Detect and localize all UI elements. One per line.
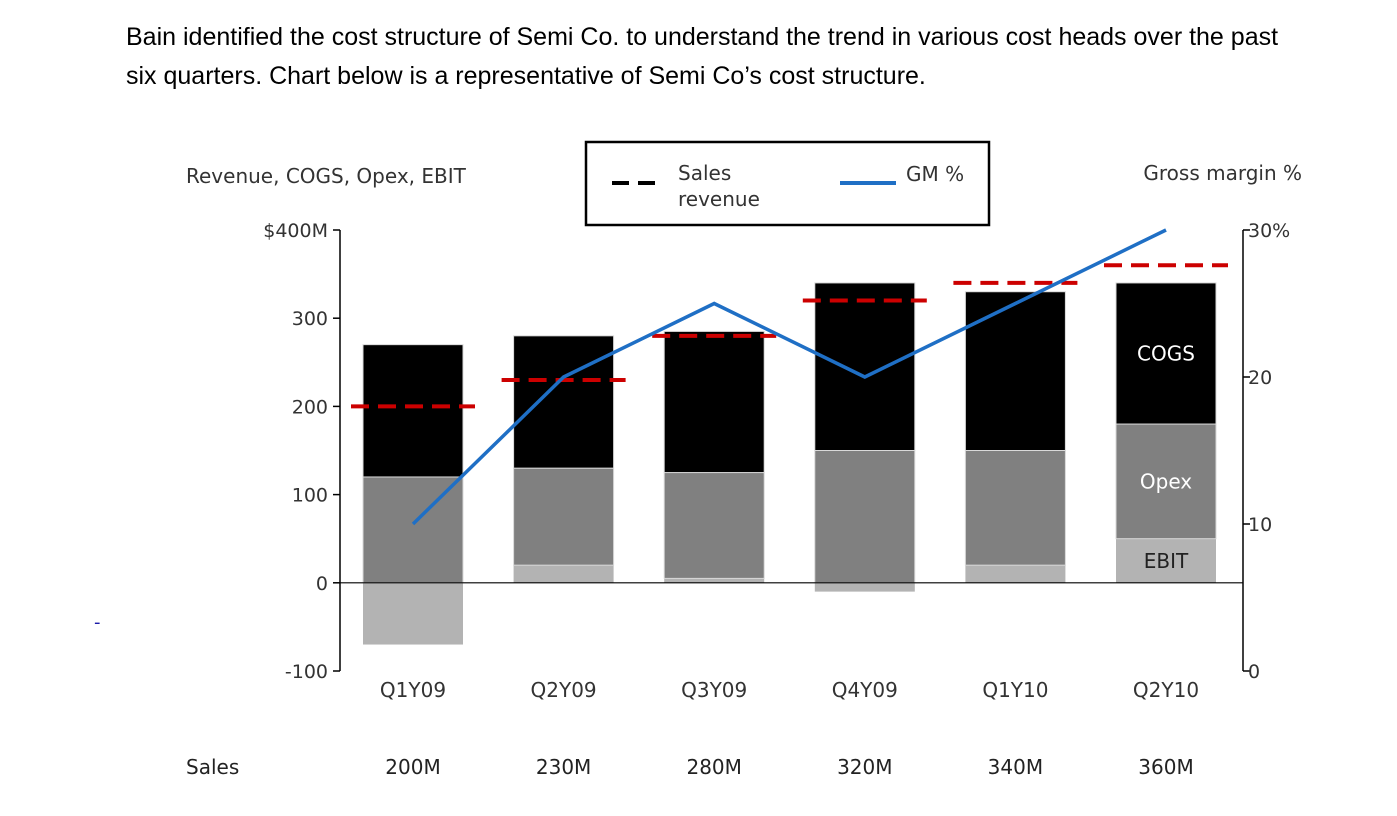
bar-cogs [513,335,615,469]
segment-label-opex: Opex [1140,469,1192,493]
bar-ebit [1116,538,1216,583]
bar-opex [362,476,464,584]
bar-opex [663,472,765,579]
bar-ebit [363,582,463,645]
left-tick-label: 300 [292,308,328,330]
sales-row-value: 320M [837,755,892,779]
right-tick-label: 30% [1248,220,1290,242]
sales-row-value: 360M [1138,755,1193,779]
bar-cogs [362,344,464,478]
category-label: Q1Y10 [982,678,1048,702]
right-tick-label: 10 [1248,514,1272,536]
intro-line-1: Bain identified the cost structure of Se… [126,23,1279,51]
legend-sales-revenue-label-1: Sales [678,161,731,185]
right-axis-title: Gross margin % [1143,161,1302,185]
stray-dash-mark: - [94,612,101,633]
intro-line-2: six quarters. Chart below is a represent… [126,62,926,90]
bar-opex [814,450,916,584]
bar-ebit [513,565,614,583]
bar-ebit [814,582,915,592]
sales-row-value: 230M [536,755,591,779]
category-label: Q1Y09 [380,678,446,702]
segment-label-cogs: COGS [1137,341,1195,365]
legend: Sales revenue GM % [584,140,991,227]
segment-label-ebit: EBIT [1144,549,1189,573]
legend-gm-label: GM % [906,162,964,186]
left-tick-label: $400M [263,220,328,242]
bar-ebit [664,578,765,583]
sales-row-value: 200M [385,755,440,779]
left-tick-label: 100 [292,485,328,507]
left-tick-label: -100 [285,661,328,683]
right-tick-label: 20 [1248,367,1272,389]
legend-sales-revenue-label-2: revenue [678,187,760,211]
sales-row-value: 340M [988,755,1043,779]
sales-row-label: Sales [186,755,239,779]
bar-cogs [663,330,765,474]
left-axis-title: Revenue, COGS, Opex, EBIT [186,164,467,188]
right-tick-label: 0 [1248,661,1260,683]
left-tick-label: 200 [292,396,328,418]
bar-opex [1115,423,1217,540]
bar-opex [964,450,1066,566]
gm-percent-line [411,228,1167,526]
bar-cogs [1115,282,1217,425]
plot-area: $400M3002001000-10030%20100COGSOpexEBITQ… [186,220,1290,779]
bar-cogs [964,291,1066,451]
left-tick-label: 0 [316,573,328,595]
sales-row-value: 280M [686,755,741,779]
category-label: Q2Y09 [531,678,597,702]
intro-text: Bain identified the cost structure of Se… [126,18,1376,96]
category-label: Q4Y09 [832,678,898,702]
bar-opex [513,467,615,566]
bar-ebit [965,565,1066,583]
category-label: Q2Y10 [1133,678,1199,702]
bar-cogs [814,282,916,452]
category-label: Q3Y09 [681,678,747,702]
